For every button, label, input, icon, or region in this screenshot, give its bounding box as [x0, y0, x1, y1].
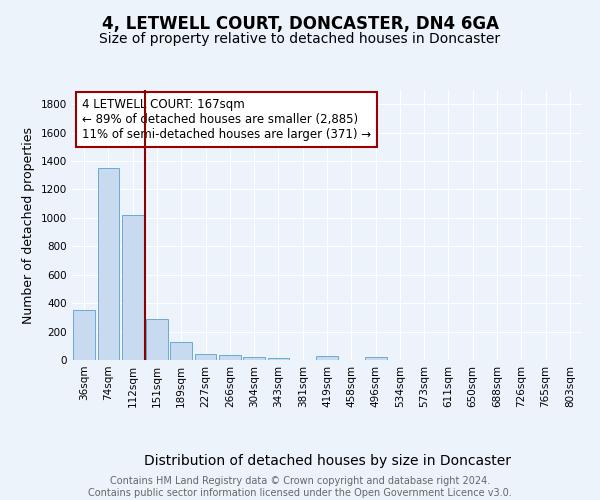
Bar: [97, 168, 119, 360]
Bar: [194, 354, 217, 360]
Bar: [146, 319, 168, 360]
Bar: [268, 358, 289, 360]
Bar: [122, 215, 143, 360]
Text: Contains HM Land Registry data © Crown copyright and database right 2024.
Contai: Contains HM Land Registry data © Crown c…: [88, 476, 512, 498]
Bar: [243, 357, 265, 360]
Bar: [316, 356, 338, 360]
Text: Size of property relative to detached houses in Doncaster: Size of property relative to detached ho…: [100, 32, 500, 46]
Bar: [170, 342, 192, 360]
Bar: [365, 357, 386, 360]
Text: Distribution of detached houses by size in Doncaster: Distribution of detached houses by size …: [143, 454, 511, 468]
Bar: [73, 310, 95, 360]
Y-axis label: Number of detached properties: Number of detached properties: [22, 126, 35, 324]
Text: 4 LETWELL COURT: 167sqm
← 89% of detached houses are smaller (2,885)
11% of semi: 4 LETWELL COURT: 167sqm ← 89% of detache…: [82, 98, 371, 141]
Text: 4, LETWELL COURT, DONCASTER, DN4 6GA: 4, LETWELL COURT, DONCASTER, DN4 6GA: [101, 15, 499, 33]
Bar: [219, 356, 241, 360]
